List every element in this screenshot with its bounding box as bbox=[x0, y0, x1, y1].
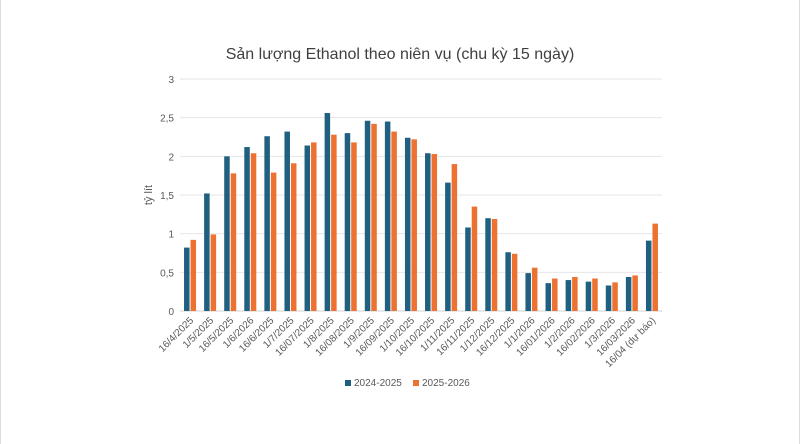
bar-2024-2025 bbox=[404, 137, 411, 311]
bar-2025-2026 bbox=[431, 154, 438, 311]
bar-2025-2026 bbox=[612, 282, 618, 311]
bar-2025-2026 bbox=[652, 223, 658, 311]
bar-2025-2026 bbox=[210, 234, 217, 311]
bar-2024-2025 bbox=[304, 145, 311, 311]
bar-2024-2025 bbox=[264, 136, 270, 311]
bar-2025-2026 bbox=[471, 206, 478, 311]
legend-swatch bbox=[413, 380, 419, 386]
bar-2025-2026 bbox=[511, 253, 518, 311]
bar-2024-2025 bbox=[244, 147, 250, 311]
bar-2024-2025 bbox=[625, 276, 632, 311]
bar-2024-2025 bbox=[545, 283, 552, 311]
bar-2024-2025 bbox=[284, 131, 290, 311]
bar-2024-2025 bbox=[465, 227, 471, 311]
bar-2025-2026 bbox=[552, 278, 558, 311]
bar-2024-2025 bbox=[445, 182, 451, 311]
bar-2024-2025 bbox=[364, 120, 371, 311]
bar-2024-2025 bbox=[585, 281, 592, 311]
bar-2024-2025 bbox=[645, 240, 652, 311]
y-tick-label: 2 bbox=[168, 152, 174, 163]
bar-2024-2025 bbox=[505, 252, 511, 311]
legend-label: 2024-2025 bbox=[354, 378, 402, 389]
bar-2025-2026 bbox=[632, 275, 638, 311]
legend-label: 2025-2026 bbox=[422, 378, 470, 389]
bar-2025-2026 bbox=[190, 239, 197, 311]
bar-2025-2026 bbox=[592, 278, 598, 311]
bar-2024-2025 bbox=[224, 156, 230, 311]
y-tick-label: 3 bbox=[168, 75, 174, 86]
bar-2024-2025 bbox=[184, 247, 190, 311]
y-tick-label: 2,5 bbox=[160, 114, 174, 125]
bar-2025-2026 bbox=[351, 142, 357, 311]
frame-border-left bbox=[0, 0, 1, 444]
bar-2024-2025 bbox=[485, 218, 491, 311]
bar-2025-2026 bbox=[311, 142, 317, 311]
bar-2025-2026 bbox=[391, 131, 397, 311]
bar-2025-2026 bbox=[411, 139, 417, 311]
y-tick-label: 1,5 bbox=[160, 191, 174, 202]
bar-2024-2025 bbox=[605, 285, 612, 311]
chart-title: Sản lượng Ethanol theo niên vụ (chu kỳ 1… bbox=[225, 46, 575, 63]
bar-2025-2026 bbox=[371, 123, 377, 311]
bar-2025-2026 bbox=[250, 153, 257, 311]
y-tick-label: 0,5 bbox=[160, 268, 174, 279]
bar-2024-2025 bbox=[324, 113, 331, 311]
bar-2024-2025 bbox=[204, 193, 210, 311]
bar-2025-2026 bbox=[230, 173, 237, 311]
bar-2024-2025 bbox=[384, 121, 391, 312]
y-axis-label: tỷ lít bbox=[143, 185, 155, 205]
y-tick-label: 1 bbox=[168, 230, 174, 241]
y-tick-label: 0 bbox=[168, 307, 174, 318]
bar-2024-2025 bbox=[525, 273, 531, 311]
bar-2025-2026 bbox=[331, 134, 337, 311]
bar-2025-2026 bbox=[572, 276, 578, 311]
bar-2024-2025 bbox=[425, 153, 431, 311]
bar-2025-2026 bbox=[451, 164, 458, 311]
bar-2025-2026 bbox=[290, 163, 297, 311]
bar-2025-2026 bbox=[531, 267, 538, 311]
bar-2025-2026 bbox=[270, 172, 277, 311]
bar-2024-2025 bbox=[344, 133, 351, 311]
legend-swatch bbox=[345, 380, 351, 386]
bar-2024-2025 bbox=[565, 280, 572, 311]
bar-2025-2026 bbox=[491, 218, 498, 311]
